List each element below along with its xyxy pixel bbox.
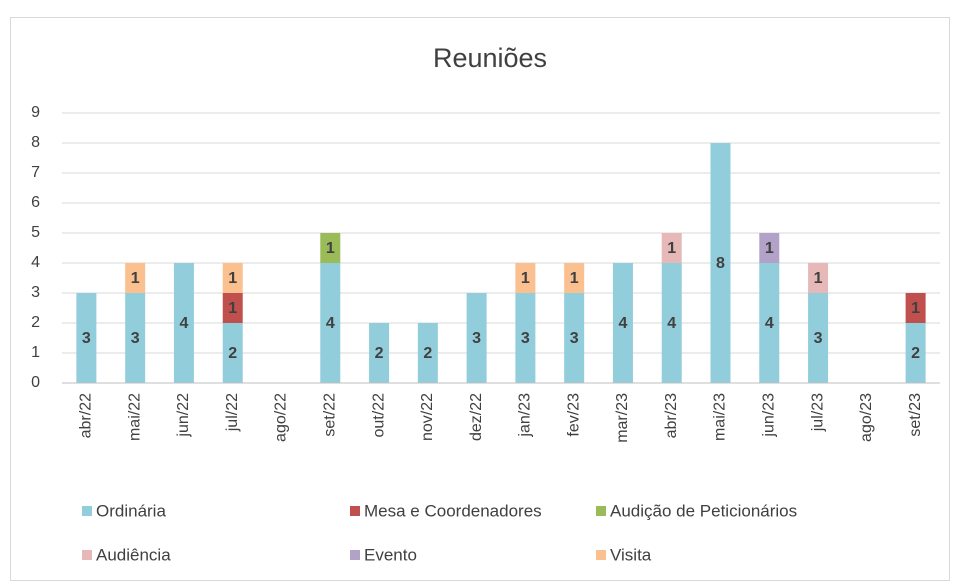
bar-segment	[661, 263, 682, 383]
data-label: 8	[716, 255, 725, 272]
x-tick-label: mai/22	[126, 393, 143, 441]
bar-segment	[466, 293, 487, 383]
legend-label: Mesa e Coordenadores	[364, 501, 542, 520]
y-tick-label: 8	[31, 134, 40, 151]
data-label: 4	[618, 315, 627, 332]
y-tick-label: 6	[31, 194, 40, 211]
x-tick-label: jan/23	[517, 393, 534, 438]
bar-segment	[125, 293, 146, 383]
bar-segment	[612, 263, 633, 383]
bar-segment	[808, 293, 829, 383]
y-tick-label: 2	[31, 314, 40, 331]
y-tick-label: 5	[31, 224, 40, 241]
x-tick-label: mai/23	[712, 393, 729, 441]
bar-segment	[173, 263, 194, 383]
legend-swatch	[350, 506, 360, 516]
bar-segment	[515, 293, 536, 383]
x-tick-label: jul/22	[224, 393, 241, 432]
y-tick-label: 4	[31, 254, 40, 271]
data-label: 1	[326, 240, 335, 257]
legend-swatch	[82, 506, 92, 516]
bar-segment	[905, 323, 926, 383]
y-tick-label: 9	[31, 104, 40, 121]
bar-segment	[320, 233, 341, 263]
x-tick-label: fev/23	[565, 393, 582, 437]
legend-swatch	[596, 550, 606, 560]
bar-segment	[759, 263, 780, 383]
legend-label: Ordinária	[96, 501, 166, 520]
data-label: 1	[131, 270, 140, 287]
data-label: 4	[326, 315, 335, 332]
data-label: 2	[228, 345, 237, 362]
legend-label: Visita	[610, 545, 652, 564]
data-label: 1	[570, 270, 579, 287]
bar-segment	[564, 293, 585, 383]
bar-segment	[515, 263, 536, 293]
x-tick-label: out/22	[370, 393, 387, 438]
y-tick-label: 0	[31, 374, 40, 391]
legend-label: Audiência	[96, 545, 171, 564]
x-tick-label: set/22	[321, 393, 338, 437]
data-label: 4	[765, 315, 774, 332]
data-label: 2	[911, 345, 920, 362]
x-tick-label: abr/22	[78, 393, 95, 438]
bar-segment	[417, 323, 438, 383]
legend-swatch	[596, 506, 606, 516]
x-tick-label: abr/23	[663, 393, 680, 438]
bar-segment	[661, 233, 682, 263]
bar-segment	[905, 293, 926, 323]
x-tick-label: nov/22	[419, 393, 436, 441]
bar-segment	[369, 323, 390, 383]
bar-segment	[76, 293, 97, 383]
data-label: 3	[472, 330, 481, 347]
data-label: 3	[521, 330, 530, 347]
data-label: 2	[423, 345, 432, 362]
data-label: 1	[521, 270, 530, 287]
x-tick-label: set/23	[907, 393, 924, 437]
data-label: 4	[667, 315, 676, 332]
data-label: 1	[667, 240, 676, 257]
legend-label: Evento	[364, 545, 417, 564]
bar-segment	[564, 263, 585, 293]
x-tick-label: jun/23	[760, 393, 777, 438]
legend-label: Audição de Peticionários	[610, 501, 797, 520]
x-tick-label: jul/23	[809, 393, 826, 432]
y-tick-label: 3	[31, 284, 40, 301]
legend-swatch	[82, 550, 92, 560]
data-label: 3	[82, 330, 91, 347]
data-label: 4	[179, 315, 188, 332]
data-label: 2	[375, 345, 384, 362]
x-tick-label: ago/23	[858, 393, 875, 442]
data-label: 3	[131, 330, 140, 347]
data-label: 1	[228, 300, 237, 317]
bar-segment	[222, 293, 243, 323]
bar-segment	[222, 323, 243, 383]
bar-segment	[125, 263, 146, 293]
bar-segment	[808, 263, 829, 293]
chart-title: Reuniões	[433, 43, 547, 73]
bar-segment	[710, 143, 731, 383]
bar-segment	[320, 263, 341, 383]
legend-swatch	[350, 550, 360, 560]
x-tick-label: jun/22	[175, 393, 192, 438]
data-label: 3	[570, 330, 579, 347]
y-tick-label: 1	[31, 344, 40, 361]
bar-segment	[759, 233, 780, 263]
data-label: 1	[814, 270, 823, 287]
data-label: 1	[765, 240, 774, 257]
y-tick-label: 7	[31, 164, 40, 181]
data-label: 3	[814, 330, 823, 347]
x-tick-label: ago/22	[273, 393, 290, 442]
data-label: 1	[911, 300, 920, 317]
data-label: 1	[228, 270, 237, 287]
bar-segment	[222, 263, 243, 293]
x-tick-label: mar/23	[614, 393, 631, 443]
x-tick-label: dez/22	[468, 393, 485, 441]
